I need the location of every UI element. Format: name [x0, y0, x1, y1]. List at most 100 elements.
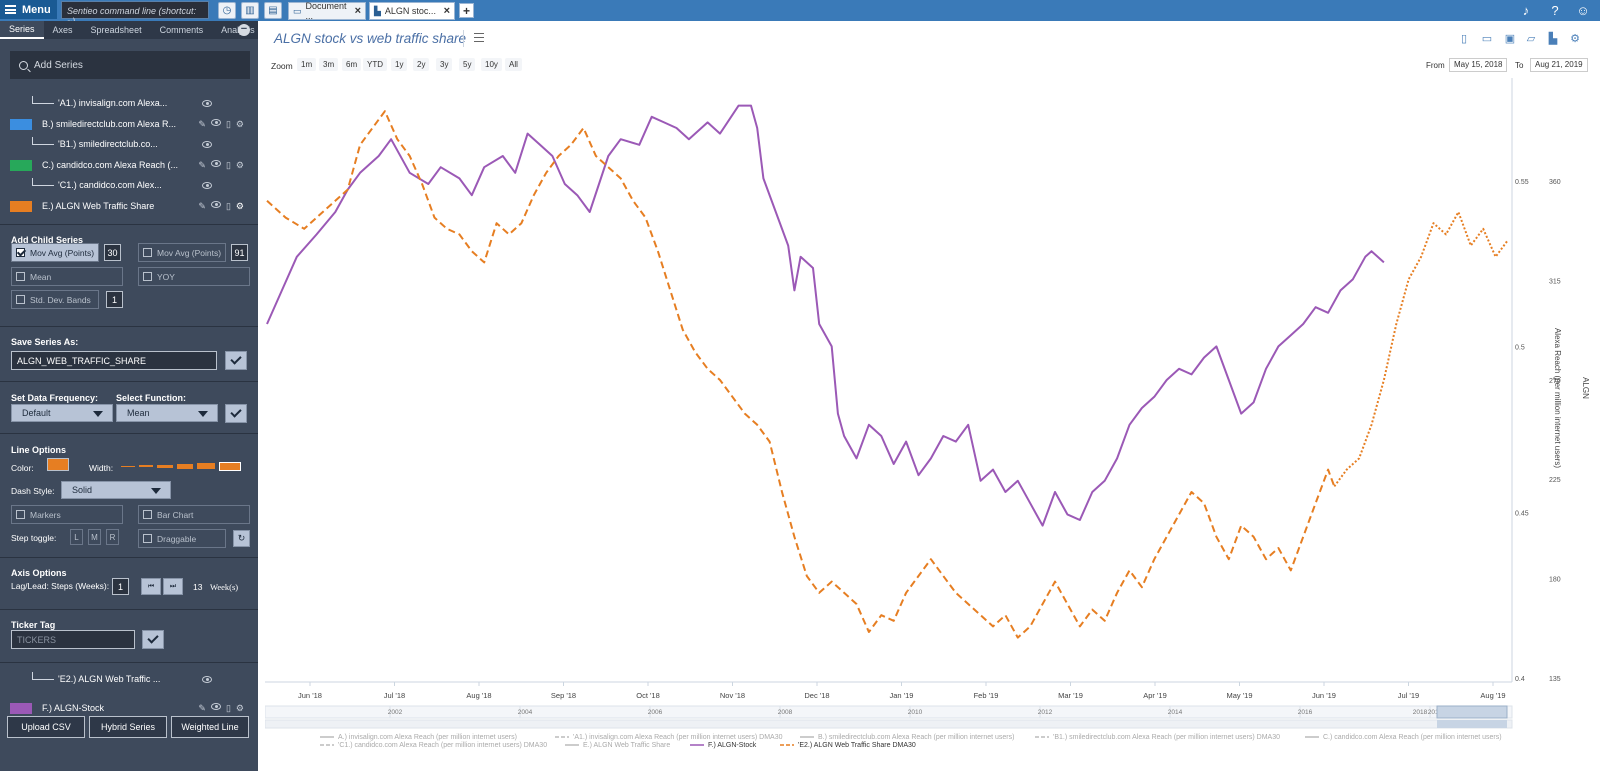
tab-series[interactable]: Series: [0, 21, 44, 39]
save-series-input[interactable]: ALGN_WEB_TRAFFIC_SHARE: [11, 351, 217, 370]
to-date-input[interactable]: Aug 21, 2019: [1530, 58, 1588, 72]
lag-value-input[interactable]: 1: [112, 578, 129, 595]
trash-icon[interactable]: ▯: [225, 118, 231, 129]
mov-avg-2-value[interactable]: 91: [231, 244, 248, 261]
visibility-icon[interactable]: [202, 675, 212, 683]
series-item-c[interactable]: C.) candidco.com Alexa Reach (... ✎ ▯ ⚙: [0, 155, 258, 175]
tab-algn-stock[interactable]: ▙ ALGN stoc... ×: [369, 2, 455, 20]
ticker-confirm-button[interactable]: [142, 630, 164, 649]
width-option-6[interactable]: [219, 462, 241, 471]
zoom-3y-button[interactable]: 3y: [436, 58, 453, 71]
function-confirm-button[interactable]: [225, 404, 247, 423]
series-item-f[interactable]: F.) ALGN-Stock ✎ ▯ ⚙: [0, 698, 258, 718]
clock-icon[interactable]: ◷: [218, 2, 236, 19]
step-forward-icon[interactable]: ⏭: [163, 578, 183, 595]
from-date-input[interactable]: May 15, 2018: [1449, 58, 1508, 72]
data-frequency-select[interactable]: Default: [11, 404, 113, 422]
command-line-input[interactable]: Sentieo command line (shortcut: ~): [61, 1, 209, 26]
bar-chart-icon[interactable]: ▙: [1548, 32, 1558, 45]
std-dev-value[interactable]: 1: [106, 291, 123, 308]
width-option-3[interactable]: [157, 465, 173, 468]
visibility-icon[interactable]: [210, 159, 221, 167]
panel-icon[interactable]: ▥: [241, 2, 259, 19]
gear-icon[interactable]: ⚙: [235, 702, 244, 713]
std-dev-checkbox[interactable]: Std. Dev. Bands: [11, 290, 99, 309]
series-item-e2[interactable]: 'E2.) ALGN Web Traffic ...: [0, 669, 258, 689]
width-option-4[interactable]: [177, 464, 193, 469]
trash-icon[interactable]: ▯: [225, 702, 231, 713]
series-color-swatch[interactable]: [10, 159, 32, 171]
gear-icon[interactable]: ⚙: [235, 200, 244, 211]
close-icon[interactable]: ×: [354, 5, 361, 17]
draggable-checkbox[interactable]: Draggable: [138, 529, 226, 548]
ticker-input[interactable]: TICKERS: [11, 630, 135, 649]
close-icon[interactable]: ×: [443, 5, 450, 17]
step-left-button[interactable]: L: [70, 529, 83, 545]
save-icon[interactable]: ▣: [1504, 32, 1516, 45]
hybrid-series-button[interactable]: Hybrid Series: [89, 716, 167, 738]
add-series-input[interactable]: Add Series: [10, 51, 250, 79]
add-tab-button[interactable]: +: [459, 3, 474, 18]
user-icon[interactable]: ☺: [1576, 2, 1590, 18]
visibility-icon[interactable]: [210, 118, 221, 126]
zoom-5y-button[interactable]: 5y: [459, 58, 476, 71]
line-color-swatch[interactable]: [47, 458, 69, 471]
series-item-e[interactable]: E.) ALGN Web Traffic Share ✎ ▯ ⚙: [0, 196, 258, 216]
bell-icon[interactable]: ♪: [1522, 2, 1530, 18]
tab-analysis[interactable]: Analysis: [212, 21, 264, 39]
zoom-2y-button[interactable]: 2y: [413, 58, 430, 71]
width-option-5[interactable]: [197, 463, 215, 469]
visibility-icon[interactable]: [202, 181, 212, 189]
series-color-swatch[interactable]: [10, 200, 32, 212]
save-series-confirm-button[interactable]: [225, 351, 247, 370]
gear-icon[interactable]: ⚙: [235, 159, 244, 170]
folder-icon[interactable]: ▱: [1526, 32, 1536, 45]
select-function-select[interactable]: Mean: [116, 404, 218, 422]
mov-avg-1-checkbox[interactable]: Mov Avg (Points): [11, 243, 99, 262]
series-item-c1[interactable]: 'C1.) candidco.com Alex...: [0, 175, 258, 195]
yoy-checkbox[interactable]: YOY: [138, 267, 250, 286]
series-color-swatch[interactable]: [10, 118, 32, 130]
zoom-all-button[interactable]: All: [505, 58, 522, 71]
document-icon[interactable]: ▭: [1481, 32, 1493, 45]
mov-avg-1-value[interactable]: 30: [104, 244, 121, 261]
tab-axes[interactable]: Axes: [52, 25, 73, 35]
help-icon[interactable]: ?: [1551, 2, 1559, 18]
series-item-b[interactable]: B.) smiledirectclub.com Alexa R... ✎ ▯ ⚙: [0, 114, 258, 134]
zoom-10y-button[interactable]: 10y: [481, 58, 502, 71]
mean-checkbox[interactable]: Mean: [11, 267, 123, 286]
series-color-swatch[interactable]: [10, 702, 32, 714]
line-chart[interactable]: Jun '18 Jul '18 Aug '18 Sep '18 Oct '18 Nov '…: [265, 78, 1600, 768]
width-option-2[interactable]: [139, 465, 153, 467]
step-right-button[interactable]: R: [106, 529, 119, 545]
edit-icon[interactable]: ✎: [198, 159, 206, 170]
tab-document[interactable]: ▭ Document ... ×: [288, 1, 366, 21]
zoom-6m-button[interactable]: 6m: [342, 58, 362, 71]
step-back-icon[interactable]: ⏮: [141, 578, 161, 595]
bar-chart-checkbox[interactable]: Bar Chart: [138, 505, 250, 524]
series-item-a1[interactable]: 'A1.) invisalign.com Alexa...: [0, 93, 258, 113]
tab-comments[interactable]: Comments: [159, 25, 204, 35]
trash-icon[interactable]: ▯: [225, 200, 231, 211]
refresh-icon[interactable]: ↻: [233, 530, 250, 547]
edit-icon[interactable]: ✎: [198, 702, 206, 713]
upload-csv-button[interactable]: Upload CSV: [7, 716, 85, 738]
weighted-line-button[interactable]: Weighted Line: [171, 716, 249, 738]
gear-icon[interactable]: ⚙: [1570, 32, 1580, 45]
menu-button[interactable]: Menu: [0, 0, 57, 19]
markers-checkbox[interactable]: Markers: [11, 505, 123, 524]
zoom-ytd-button[interactable]: YTD: [363, 58, 387, 71]
zoom-3m-button[interactable]: 3m: [319, 58, 339, 71]
visibility-icon[interactable]: [202, 99, 212, 107]
collapse-icon[interactable]: −: [238, 24, 250, 36]
dash-style-select[interactable]: Solid: [61, 481, 171, 499]
zoom-1y-button[interactable]: 1y: [391, 58, 408, 71]
gear-icon[interactable]: ⚙: [235, 118, 244, 129]
edit-icon[interactable]: ✎: [198, 118, 206, 129]
edit-icon[interactable]: ✎: [198, 200, 206, 211]
chart-menu-icon[interactable]: [474, 33, 484, 42]
visibility-icon[interactable]: [202, 140, 212, 148]
visibility-icon[interactable]: [210, 200, 221, 208]
width-option-1[interactable]: [121, 466, 135, 467]
